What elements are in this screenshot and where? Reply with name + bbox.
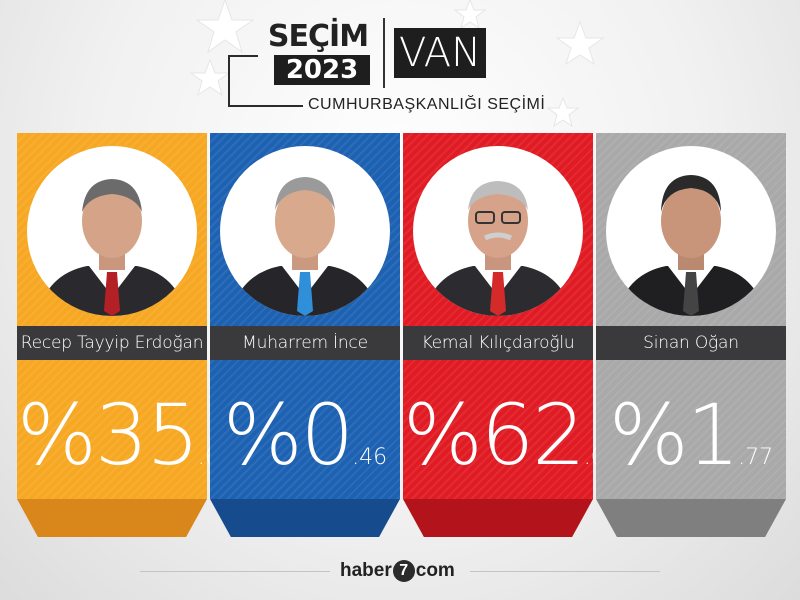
candidate-photo [27, 146, 197, 316]
candidate-photo [413, 146, 583, 316]
person-portrait-icon [230, 177, 380, 316]
candidate-footer-shape [596, 499, 786, 537]
candidate-photo [606, 146, 776, 316]
brand-suffix: com [415, 560, 455, 581]
header-bracket [228, 55, 230, 107]
header-bracket-top [228, 55, 258, 57]
brand-seven-icon: 7 [392, 559, 415, 582]
election-subtitle: CUMHURBAŞKANLIĞI SEÇİMİ [308, 96, 546, 113]
candidate-name: Recep Tayyip Erdoğan [17, 326, 207, 360]
candidate-card-kilicdaroglu: Kemal Kılıçdaroğlu %62.08 [403, 133, 619, 537]
header-divider [383, 18, 385, 88]
person-portrait-icon [616, 175, 766, 316]
candidate-percentage: %62.08 [403, 385, 619, 485]
candidate-photo [220, 146, 390, 316]
candidate-name: Kemal Kılıçdaroğlu [403, 326, 593, 360]
footer-line-left [140, 571, 330, 572]
candidate-name: Muharrem İnce [210, 326, 400, 360]
percentage-main: %35 [17, 386, 200, 484]
election-title: SEÇİM [267, 19, 369, 54]
candidate-footer-shape [403, 499, 593, 537]
decorative-stars [189, 0, 605, 128]
percentage-main: %0 [222, 386, 354, 484]
candidate-card-erdogan: Recep Tayyip Erdoğan %35.68 [17, 133, 233, 537]
footer-line-right [470, 571, 660, 572]
person-portrait-icon [423, 181, 573, 316]
header: SEÇİM 2023 VAN CUMHURBAŞKANLIĞI SEÇİMİ [0, 0, 800, 130]
candidate-card-ince: Muharrem İnce %0.46 [210, 133, 400, 537]
person-portrait-icon [37, 179, 187, 316]
candidate-percentage: %35.68 [17, 385, 233, 485]
percentage-decimal: .46 [352, 445, 388, 470]
city-name: VAN [394, 28, 486, 78]
percentage-main: %62 [403, 386, 586, 484]
candidate-percentage: %0.46 [210, 385, 400, 485]
candidate-footer-shape [210, 499, 400, 537]
candidate-card-ogan: Sinan Oğan %1.77 [596, 133, 786, 537]
brand-logo: haber 7 com [340, 556, 464, 586]
candidate-name: Sinan Oğan [596, 326, 786, 360]
header-bracket-bottom [228, 105, 303, 107]
candidate-percentage: %1.77 [596, 385, 786, 485]
brand-prefix: haber [340, 560, 392, 581]
percentage-decimal: .77 [738, 445, 774, 470]
candidate-footer-shape [17, 499, 207, 537]
percentage-main: %1 [608, 386, 740, 484]
election-year: 2023 [274, 55, 370, 85]
